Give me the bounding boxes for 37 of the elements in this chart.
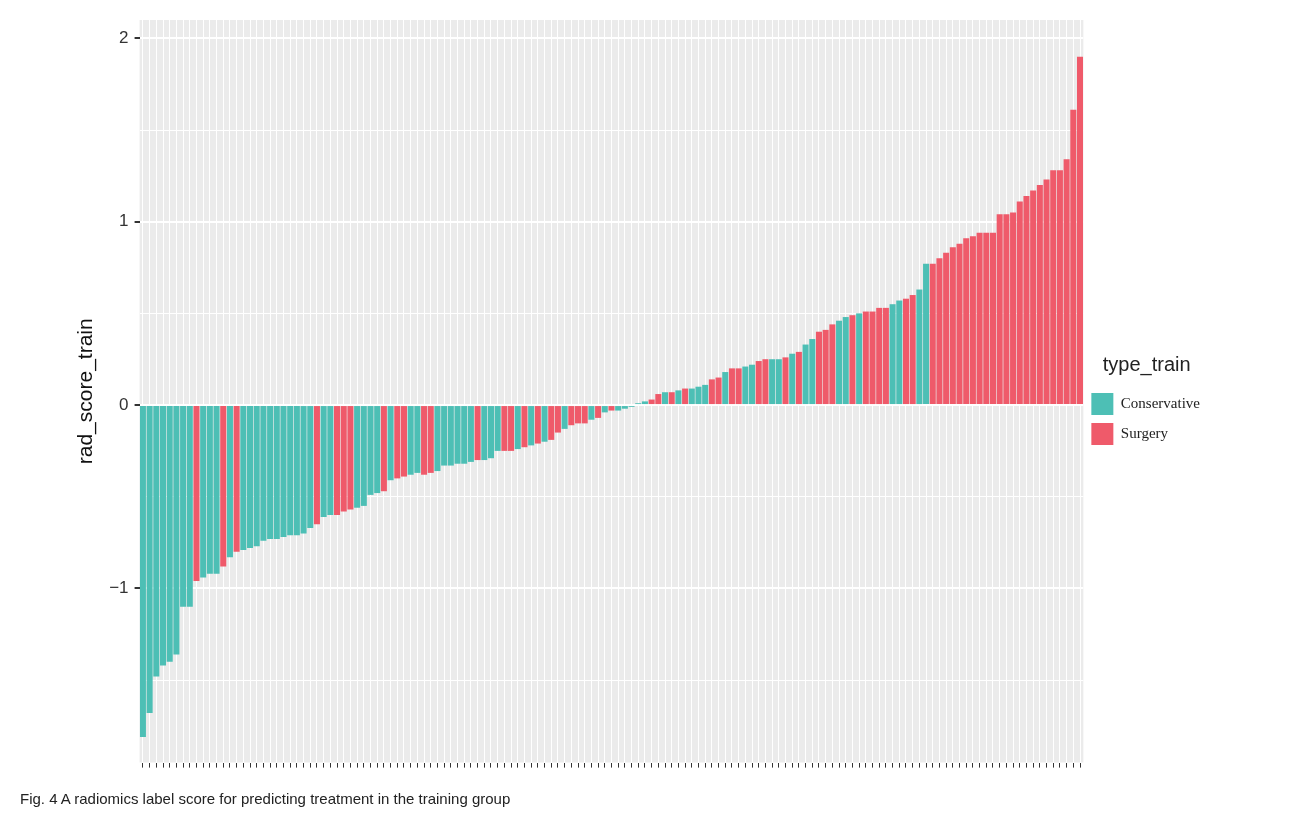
caption: Fig. 4 A radiomics label score for predicting treatment in the training group — [20, 790, 512, 807]
bar — [601, 406, 608, 413]
bar — [380, 406, 387, 492]
bar — [541, 406, 548, 442]
bar — [789, 353, 796, 405]
legend-label: Conservative — [1120, 394, 1201, 411]
bar — [662, 392, 669, 405]
bar — [608, 406, 615, 411]
legend-label: Surgery — [1120, 424, 1169, 441]
y-tick-label: 0 — [119, 394, 129, 414]
bar — [588, 406, 595, 420]
bar — [682, 388, 689, 405]
bar — [474, 406, 481, 461]
bar — [782, 357, 789, 405]
bar — [675, 390, 682, 405]
y-axis-title: rad_score_train — [73, 318, 98, 465]
bar — [722, 372, 729, 405]
bar — [668, 392, 675, 405]
bar — [193, 406, 200, 582]
bar — [313, 406, 320, 525]
bar — [528, 406, 535, 446]
bar — [561, 406, 568, 429]
y-tick-label: 1 — [119, 211, 129, 231]
y-tick-label: 2 — [119, 28, 129, 48]
bar — [521, 406, 528, 448]
bar — [595, 406, 602, 418]
bar — [795, 351, 802, 405]
legend-title: type_train — [1102, 352, 1191, 376]
bar — [220, 406, 227, 567]
bar — [226, 406, 233, 558]
bar — [856, 313, 863, 405]
y-tick-label: −1 — [109, 578, 129, 598]
bar — [514, 406, 521, 450]
bar — [849, 315, 856, 405]
bar — [387, 406, 394, 481]
bar — [233, 406, 240, 552]
bar — [534, 406, 541, 444]
